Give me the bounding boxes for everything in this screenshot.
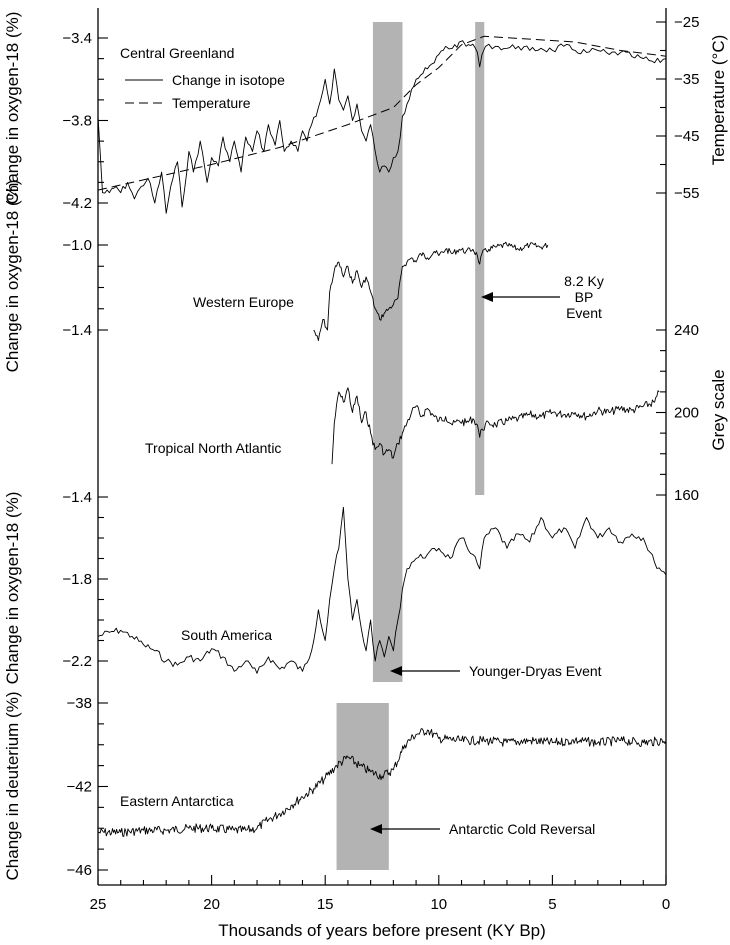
y-tick-label: −3.4 <box>62 30 92 47</box>
tick-labels: 25 20 15 10 5 0 −3.4 −3.8 −4.2 −1.0 −1.4 −1.4 −1.8 −2… <box>62 14 699 913</box>
series-layer <box>97 35 667 837</box>
x-tick-label: 25 <box>90 896 107 913</box>
annotation-82ky: 8.2 Ky BP Event <box>481 273 604 321</box>
annotation-acr: Antarctic Cold Reversal <box>370 821 595 837</box>
shaded-band-2 <box>475 22 485 495</box>
region-label-atlantic: Tropical North Atlantic <box>145 440 281 456</box>
x-tick-label: 15 <box>317 896 334 913</box>
annotation-acr-arrowhead <box>370 824 382 834</box>
tick-marks <box>97 21 667 885</box>
grey-tick-label: 160 <box>674 487 699 504</box>
annotation-82-arrowhead <box>481 292 493 302</box>
annotation-acr-text: Antarctic Cold Reversal <box>449 821 595 837</box>
y-tick-label: −4.2 <box>62 195 92 212</box>
annotation-yd-arrowhead <box>390 666 402 676</box>
ylabel-greenland-1: Change in oxygen-18 (%) <box>3 12 22 205</box>
series-eastern-antarctica <box>97 728 667 837</box>
region-label-south-america: South America <box>181 627 272 643</box>
annotation-younger-dryas: Younger-Dryas Event <box>390 663 602 679</box>
temp-tick-label: −55 <box>674 185 699 202</box>
temp-tick-label: −25 <box>674 14 699 31</box>
legend: Change in isotope Temperature <box>125 72 285 111</box>
annotation-yd-text: Younger-Dryas Event <box>469 663 602 679</box>
y-tick-label: −1.4 <box>62 489 92 506</box>
grey-tick-label: 240 <box>674 322 699 339</box>
y-tick-label: −1.8 <box>62 571 92 588</box>
x-tick-label: 10 <box>430 896 447 913</box>
shaded-band-3 <box>336 703 389 870</box>
y-tick-label: −1.0 <box>62 237 92 254</box>
grey-tick-label: 200 <box>674 405 699 422</box>
series-central-greenland <box>97 40 667 214</box>
annotation-82-line2: BP <box>575 289 594 305</box>
region-label-europe: Western Europe <box>193 294 294 310</box>
ylabel-europe: Change in oxygen-18 (%) <box>3 180 22 373</box>
ylabel-antarctica: Change in deuterium (%) <box>3 692 22 881</box>
shaded-band-1 <box>372 22 403 682</box>
ylabel-grey-scale: Grey scale <box>709 369 728 450</box>
y-tick-label: −42 <box>67 779 92 796</box>
annotation-82-line3: Event <box>566 305 602 321</box>
series-tropical-north-atlantic <box>331 387 660 465</box>
region-label-greenland: Central Greenland <box>120 45 234 61</box>
x-tick-label: 0 <box>662 896 670 913</box>
x-tick-label: 5 <box>548 896 556 913</box>
shaded-bands <box>336 22 485 870</box>
y-tick-label: −46 <box>67 862 92 879</box>
temp-tick-label: −35 <box>674 71 699 88</box>
series-western-europe <box>313 241 549 342</box>
legend-isotope: Change in isotope <box>172 72 285 88</box>
xlabel: Thousands of years before present (KY Bp… <box>218 921 546 940</box>
series-south-america <box>97 506 667 674</box>
x-tick-label: 20 <box>203 896 220 913</box>
series-greenland-temperature <box>97 35 667 191</box>
annotation-82-line1: 8.2 Ky <box>564 273 604 289</box>
ylabel-temperature: Temperature (°C) <box>709 35 728 166</box>
axes <box>97 8 667 886</box>
y-tick-label: −1.4 <box>62 322 92 339</box>
y-tick-label: −2.2 <box>62 653 92 670</box>
temp-tick-label: −45 <box>674 128 699 145</box>
legend-temperature: Temperature <box>172 95 251 111</box>
ylabel-south-america: Change in oxygen-18 (%) <box>3 492 22 685</box>
region-label-antarctica: Eastern Antarctica <box>120 793 234 809</box>
y-tick-label: −3.8 <box>62 113 92 130</box>
y-tick-label: −38 <box>67 695 92 712</box>
